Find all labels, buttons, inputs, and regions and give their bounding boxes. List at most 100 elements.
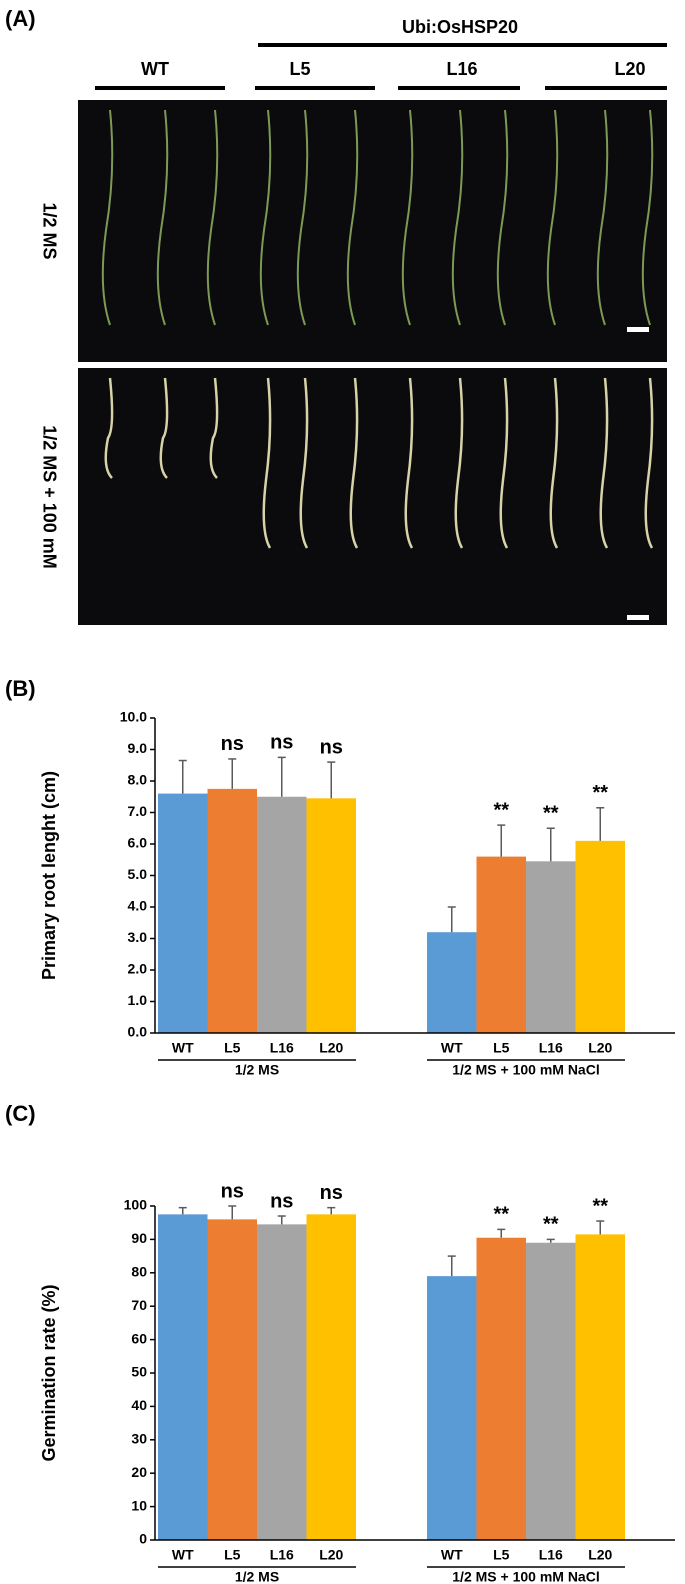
error-bar xyxy=(497,824,506,857)
seedling xyxy=(596,109,609,326)
panel-label: (A) xyxy=(5,6,36,31)
y-axis-label: Primary root lenght (cm) xyxy=(39,771,59,980)
scale-bar xyxy=(627,615,649,620)
error-bar xyxy=(546,827,555,862)
error-bar xyxy=(277,756,286,797)
x-tick-label: L5 xyxy=(224,1547,241,1563)
bar xyxy=(158,793,208,1033)
photo xyxy=(78,368,667,625)
seedling xyxy=(156,109,169,326)
y-tick-label: 9.0 xyxy=(128,740,148,756)
line-label: L5 xyxy=(289,59,310,79)
seedling xyxy=(159,377,169,479)
y-axis-label: Germination rate (%) xyxy=(39,1284,59,1461)
seedling xyxy=(299,377,309,549)
x-tick-label: L5 xyxy=(493,1040,510,1056)
error-bar xyxy=(178,1206,187,1215)
x-tick-label: WT xyxy=(441,1547,463,1563)
y-tick-label: 1.0 xyxy=(128,992,148,1008)
panel-label: (B) xyxy=(5,676,36,701)
construct-label: Ubi:OsHSP20 xyxy=(402,17,518,37)
x-tick-label: L5 xyxy=(493,1547,510,1563)
bar xyxy=(575,1234,625,1540)
significance: ns xyxy=(320,736,343,758)
seedling xyxy=(451,109,464,326)
seedling xyxy=(599,377,609,549)
seedling xyxy=(546,109,559,326)
row-label: 1/2 MS + 100 mM xyxy=(39,425,59,569)
significance: ns xyxy=(270,732,293,754)
x-tick-label: WT xyxy=(172,1547,194,1563)
error-bar xyxy=(546,1238,555,1243)
significance: ** xyxy=(493,799,509,821)
y-tick-label: 0 xyxy=(139,1531,147,1547)
y-tick-label: 50 xyxy=(131,1364,147,1380)
significance: ** xyxy=(592,782,608,804)
y-tick-label: 90 xyxy=(131,1230,147,1246)
error-bar xyxy=(228,758,237,789)
error-bar xyxy=(327,1206,336,1215)
significance: ** xyxy=(592,1195,608,1217)
x-tick-label: L20 xyxy=(588,1547,612,1563)
bar xyxy=(207,1219,257,1540)
y-tick-label: 7.0 xyxy=(128,803,148,819)
bar xyxy=(575,840,625,1033)
group-label: 1/2 MS + 100 mM NaCl xyxy=(452,1062,599,1078)
x-tick-label: L16 xyxy=(539,1040,563,1056)
x-tick-label: L20 xyxy=(319,1040,343,1056)
group-label: 1/2 MS + 100 mM NaCl xyxy=(452,1569,599,1584)
bar xyxy=(306,1214,356,1540)
bar xyxy=(526,1242,576,1540)
y-tick-label: 100 xyxy=(124,1197,148,1213)
bar xyxy=(207,788,257,1033)
photo xyxy=(78,100,667,362)
seedling xyxy=(104,377,114,479)
seedling xyxy=(346,109,359,326)
significance: ** xyxy=(493,1204,509,1226)
y-tick-label: 20 xyxy=(131,1464,147,1480)
y-tick-label: 0.0 xyxy=(128,1024,148,1040)
x-tick-label: WT xyxy=(172,1040,194,1056)
bar xyxy=(427,932,477,1033)
bar xyxy=(306,798,356,1033)
seedling xyxy=(296,109,309,326)
group-label: 1/2 MS xyxy=(235,1569,279,1584)
bar xyxy=(257,1224,307,1540)
line-label: L20 xyxy=(614,59,645,79)
seedling xyxy=(262,377,272,549)
y-tick-label: 3.0 xyxy=(128,929,148,945)
seedling xyxy=(349,377,359,549)
significance: ** xyxy=(543,1214,559,1236)
y-tick-label: 10 xyxy=(131,1497,147,1513)
error-bar xyxy=(178,759,187,794)
y-tick-label: 80 xyxy=(131,1264,147,1280)
significance: ns xyxy=(221,733,244,755)
panel-label: (C) xyxy=(5,1101,36,1126)
significance: ns xyxy=(320,1182,343,1204)
error-bar xyxy=(327,761,336,799)
x-tick-label: WT xyxy=(441,1040,463,1056)
bar xyxy=(476,856,526,1033)
error-bar xyxy=(228,1205,237,1220)
seedling xyxy=(644,377,654,549)
bar xyxy=(427,1276,477,1540)
seedling xyxy=(641,109,654,326)
error-bar xyxy=(596,1220,605,1235)
y-tick-label: 5.0 xyxy=(128,866,148,882)
y-tick-label: 2.0 xyxy=(128,961,148,977)
seedling xyxy=(499,377,509,549)
significance: ** xyxy=(543,803,559,825)
y-tick-label: 10.0 xyxy=(120,709,147,725)
bar xyxy=(257,796,307,1033)
seedling xyxy=(401,109,414,326)
error-bar xyxy=(497,1228,506,1238)
y-tick-label: 40 xyxy=(131,1397,147,1413)
error-bar xyxy=(277,1215,286,1225)
seedling xyxy=(209,377,219,479)
seedling xyxy=(496,109,509,326)
y-tick-label: 4.0 xyxy=(128,898,148,914)
x-tick-label: L16 xyxy=(539,1547,563,1563)
significance: ns xyxy=(221,1180,244,1202)
x-tick-label: L16 xyxy=(270,1040,294,1056)
